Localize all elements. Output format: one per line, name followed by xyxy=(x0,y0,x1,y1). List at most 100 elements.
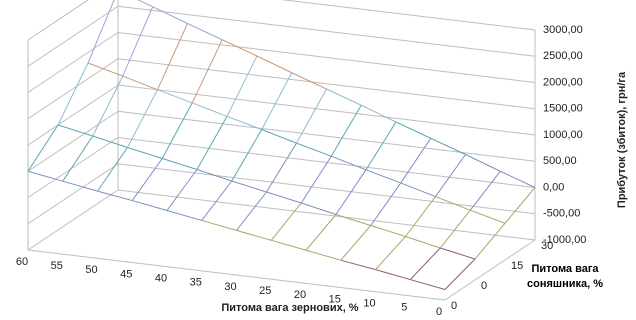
surface-line xyxy=(331,155,367,171)
x-tick-label: 55 xyxy=(51,260,63,272)
x-tick-label: 15 xyxy=(329,293,341,305)
depth-tick-label: 30 xyxy=(541,240,553,252)
surface-line xyxy=(405,236,441,249)
surface-line xyxy=(27,124,59,172)
surface-line xyxy=(122,75,158,91)
surface-line xyxy=(62,180,98,192)
z-tick-label: -1000,00 xyxy=(543,234,586,246)
grid-line xyxy=(27,137,119,198)
z-tick-label: 1000,00 xyxy=(543,129,583,141)
surface-line xyxy=(161,102,193,159)
depth-tick-label: 15 xyxy=(511,260,523,272)
surface-line xyxy=(271,239,307,251)
surface-line xyxy=(266,142,297,193)
surface-line xyxy=(261,129,297,144)
surface-line xyxy=(335,169,367,215)
surface-line xyxy=(270,202,302,241)
grid-line xyxy=(117,189,536,241)
surface-line xyxy=(400,137,432,184)
surface-line xyxy=(500,170,536,188)
x-tick-label: 20 xyxy=(294,289,306,301)
x-tick-label: 40 xyxy=(155,273,167,285)
surface-line xyxy=(470,209,506,224)
depth-tick-label: 0 xyxy=(481,280,487,292)
surface-line xyxy=(92,135,128,148)
surface-line xyxy=(187,23,223,41)
z-tick-label: 2000,00 xyxy=(543,76,583,88)
x-tick-label: 30 xyxy=(224,281,236,293)
surface-line xyxy=(131,158,163,201)
surface-line xyxy=(335,214,371,226)
surface-line xyxy=(166,169,198,211)
surface-line xyxy=(435,154,466,197)
grid-line xyxy=(27,5,119,67)
z-tick-label: 1500,00 xyxy=(543,103,583,115)
depth-axis-title: Питома вага соняшника, % xyxy=(527,263,603,290)
surface-line xyxy=(465,154,501,172)
surface-line xyxy=(330,104,362,157)
x-tick-label: 0 xyxy=(436,306,442,318)
surface-line xyxy=(87,0,115,64)
x-axis-title: Питома вага зернових, % xyxy=(221,302,358,314)
surface-line xyxy=(365,169,401,184)
surface-line xyxy=(127,147,163,159)
surface-line xyxy=(152,6,188,24)
surface-line xyxy=(340,225,372,261)
surface-line xyxy=(291,72,327,90)
surface-line xyxy=(191,39,223,104)
surface-line xyxy=(296,142,332,157)
grid-line xyxy=(27,189,119,251)
surface-line xyxy=(57,124,93,137)
surface-line xyxy=(300,155,332,204)
grid-line xyxy=(117,58,536,110)
floor-edge xyxy=(444,239,536,301)
surface-line xyxy=(226,115,262,130)
surface-line xyxy=(62,135,94,182)
grid-line xyxy=(27,84,119,146)
surface-line xyxy=(27,170,63,182)
x-tick-label: 35 xyxy=(190,277,202,289)
surface-line xyxy=(410,279,446,290)
surface-line xyxy=(266,191,302,204)
surface-line xyxy=(261,72,293,130)
z-tick-label: 3000,00 xyxy=(543,24,583,36)
floor-edge xyxy=(27,249,446,301)
z-tick-label: -500,00 xyxy=(543,208,580,220)
surface-line xyxy=(370,182,402,226)
surface-line xyxy=(256,55,292,74)
surface-line xyxy=(395,121,431,139)
x-tick-label: 10 xyxy=(363,298,375,310)
surface-line xyxy=(469,170,501,211)
surface-line xyxy=(92,75,124,137)
surface-line xyxy=(122,6,154,77)
grid-line xyxy=(117,163,536,215)
surface-line xyxy=(439,209,471,249)
x-tick-label: 5 xyxy=(401,302,407,314)
grid-line xyxy=(27,58,119,120)
surface-line xyxy=(157,23,188,90)
surface-line xyxy=(375,236,406,270)
surface-line xyxy=(196,169,232,182)
grid-line xyxy=(117,84,536,136)
x-tick-label: 50 xyxy=(85,264,97,276)
surface-line xyxy=(236,191,267,231)
grid-line xyxy=(280,0,536,31)
surface-line xyxy=(375,269,411,281)
surface-line xyxy=(231,180,267,193)
surface-line xyxy=(57,62,89,126)
surface-line xyxy=(405,196,436,237)
surface-line xyxy=(430,137,466,155)
surface-line xyxy=(166,210,202,221)
surface-line xyxy=(222,39,258,57)
surface-line xyxy=(474,222,506,260)
surface-line xyxy=(435,196,471,211)
surface-line xyxy=(409,247,441,280)
surface-line xyxy=(137,0,153,8)
surface-line xyxy=(231,129,263,182)
grid-line xyxy=(27,110,119,172)
surface-line xyxy=(192,102,228,117)
surface-line xyxy=(305,249,341,261)
surface-line xyxy=(87,62,123,77)
z-tick-label: 500,00 xyxy=(543,155,577,167)
